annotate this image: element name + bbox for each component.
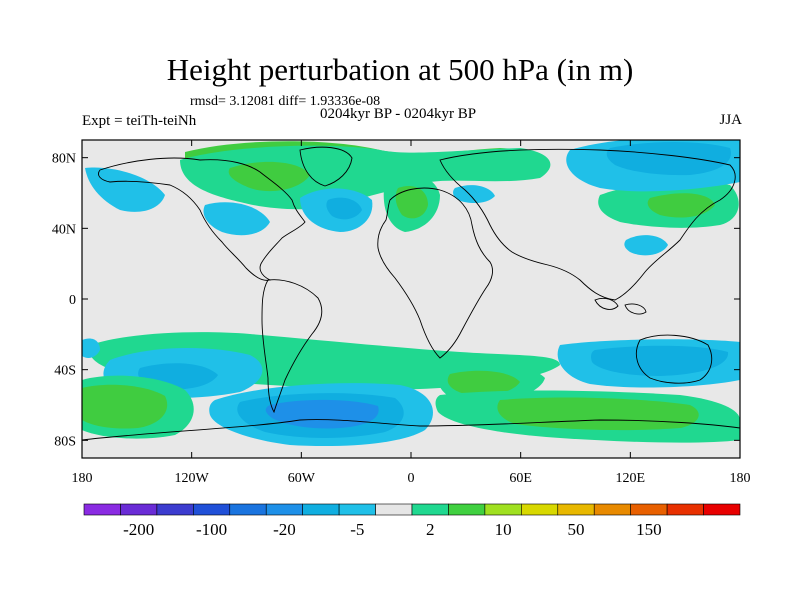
colorbar-swatch [229,503,267,516]
contour-negative-region [82,338,100,358]
lon-tick-label: 180 [730,471,751,486]
colorbar-label: -20 [273,520,296,539]
colorbar-label: -200 [123,520,154,539]
colorbar-labels: -200 -100 -20 -5 2 10 50 150 [123,520,662,539]
lat-axis: 80N 40N 0 40S 80S [52,152,740,449]
contour-positive-region [395,185,428,219]
colorbar-swatch [411,503,449,516]
stats-text: rmsd= 3.12081 diff= 1.93336e-08 [190,94,381,109]
lon-tick-label: 120W [175,471,210,486]
lon-tick-label: 60E [509,471,532,486]
season-label: JJA [719,112,742,128]
colorbar-swatch [593,503,631,516]
period-label: 0204kyr BP - 0204kyr BP [320,106,477,122]
contour-positive-region [180,145,551,210]
colorbar [83,503,741,516]
contour-negative-region [85,167,165,212]
colorbar-label: -100 [196,520,227,539]
coastline-asia [439,148,736,301]
contour-negative-region [591,345,729,376]
colorbar-swatch [338,503,376,516]
contour-negative-region [624,235,668,256]
colorbar-swatch [703,503,741,516]
colorbar-swatch [302,503,340,516]
colorbar-swatch [156,503,194,516]
contour-negative-region [606,142,731,176]
colorbar-swatch [193,503,231,516]
lon-axis: 180 120W 60W 0 60E 120E 180 [72,140,751,486]
colorbar-swatch [83,503,121,516]
colorbar-label: 50 [568,520,585,539]
lon-tick-label: 120E [616,471,646,486]
colorbar-swatch [666,503,704,516]
colorbar-swatch [630,503,668,516]
coastline-islands [594,297,647,315]
contour-positive-region [447,370,520,396]
colorbar-label: 2 [426,520,435,539]
lat-tick-label: 0 [69,293,76,308]
colorbar-swatch [484,503,522,516]
experiment-label: Expt = teiTh-teiNh [82,113,197,129]
colorbar-swatch [557,503,595,516]
lon-tick-label: 0 [408,471,415,486]
coastline-south-america [261,279,323,414]
lon-tick-label: 180 [72,471,93,486]
lat-tick-label: 40N [52,222,76,237]
coastlines [82,146,740,441]
lon-tick-label: 60W [288,471,316,486]
lat-tick-label: 80S [54,434,76,449]
lat-tick-label: 80N [52,152,76,167]
coastline-australia [636,334,713,384]
contour-positive-region [82,384,168,429]
colorbar-label: 150 [636,520,662,539]
contour-positive-region [647,193,715,218]
coastline-antarctica [82,419,740,441]
coastline-north-america [98,157,306,281]
contour-negative-region [326,197,362,220]
contour-negative-region [453,185,495,204]
contour-negative-region [203,202,270,236]
coastline-greenland [299,146,353,187]
lat-tick-label: 40S [54,364,76,379]
colorbar-swatch [375,503,413,516]
coastline-europe-africa [377,187,493,359]
colorbar-label: -5 [350,520,364,539]
colorbar-swatch [120,503,158,516]
colorbar-swatch [265,503,303,516]
colorbar-label: 10 [495,520,512,539]
colorbar-swatch [448,503,486,516]
colorbar-swatch [521,503,559,516]
page-title: Height perturbation at 500 hPa (in m) [166,52,634,87]
contour-positive-region [228,161,310,192]
contour-fills [82,140,740,447]
